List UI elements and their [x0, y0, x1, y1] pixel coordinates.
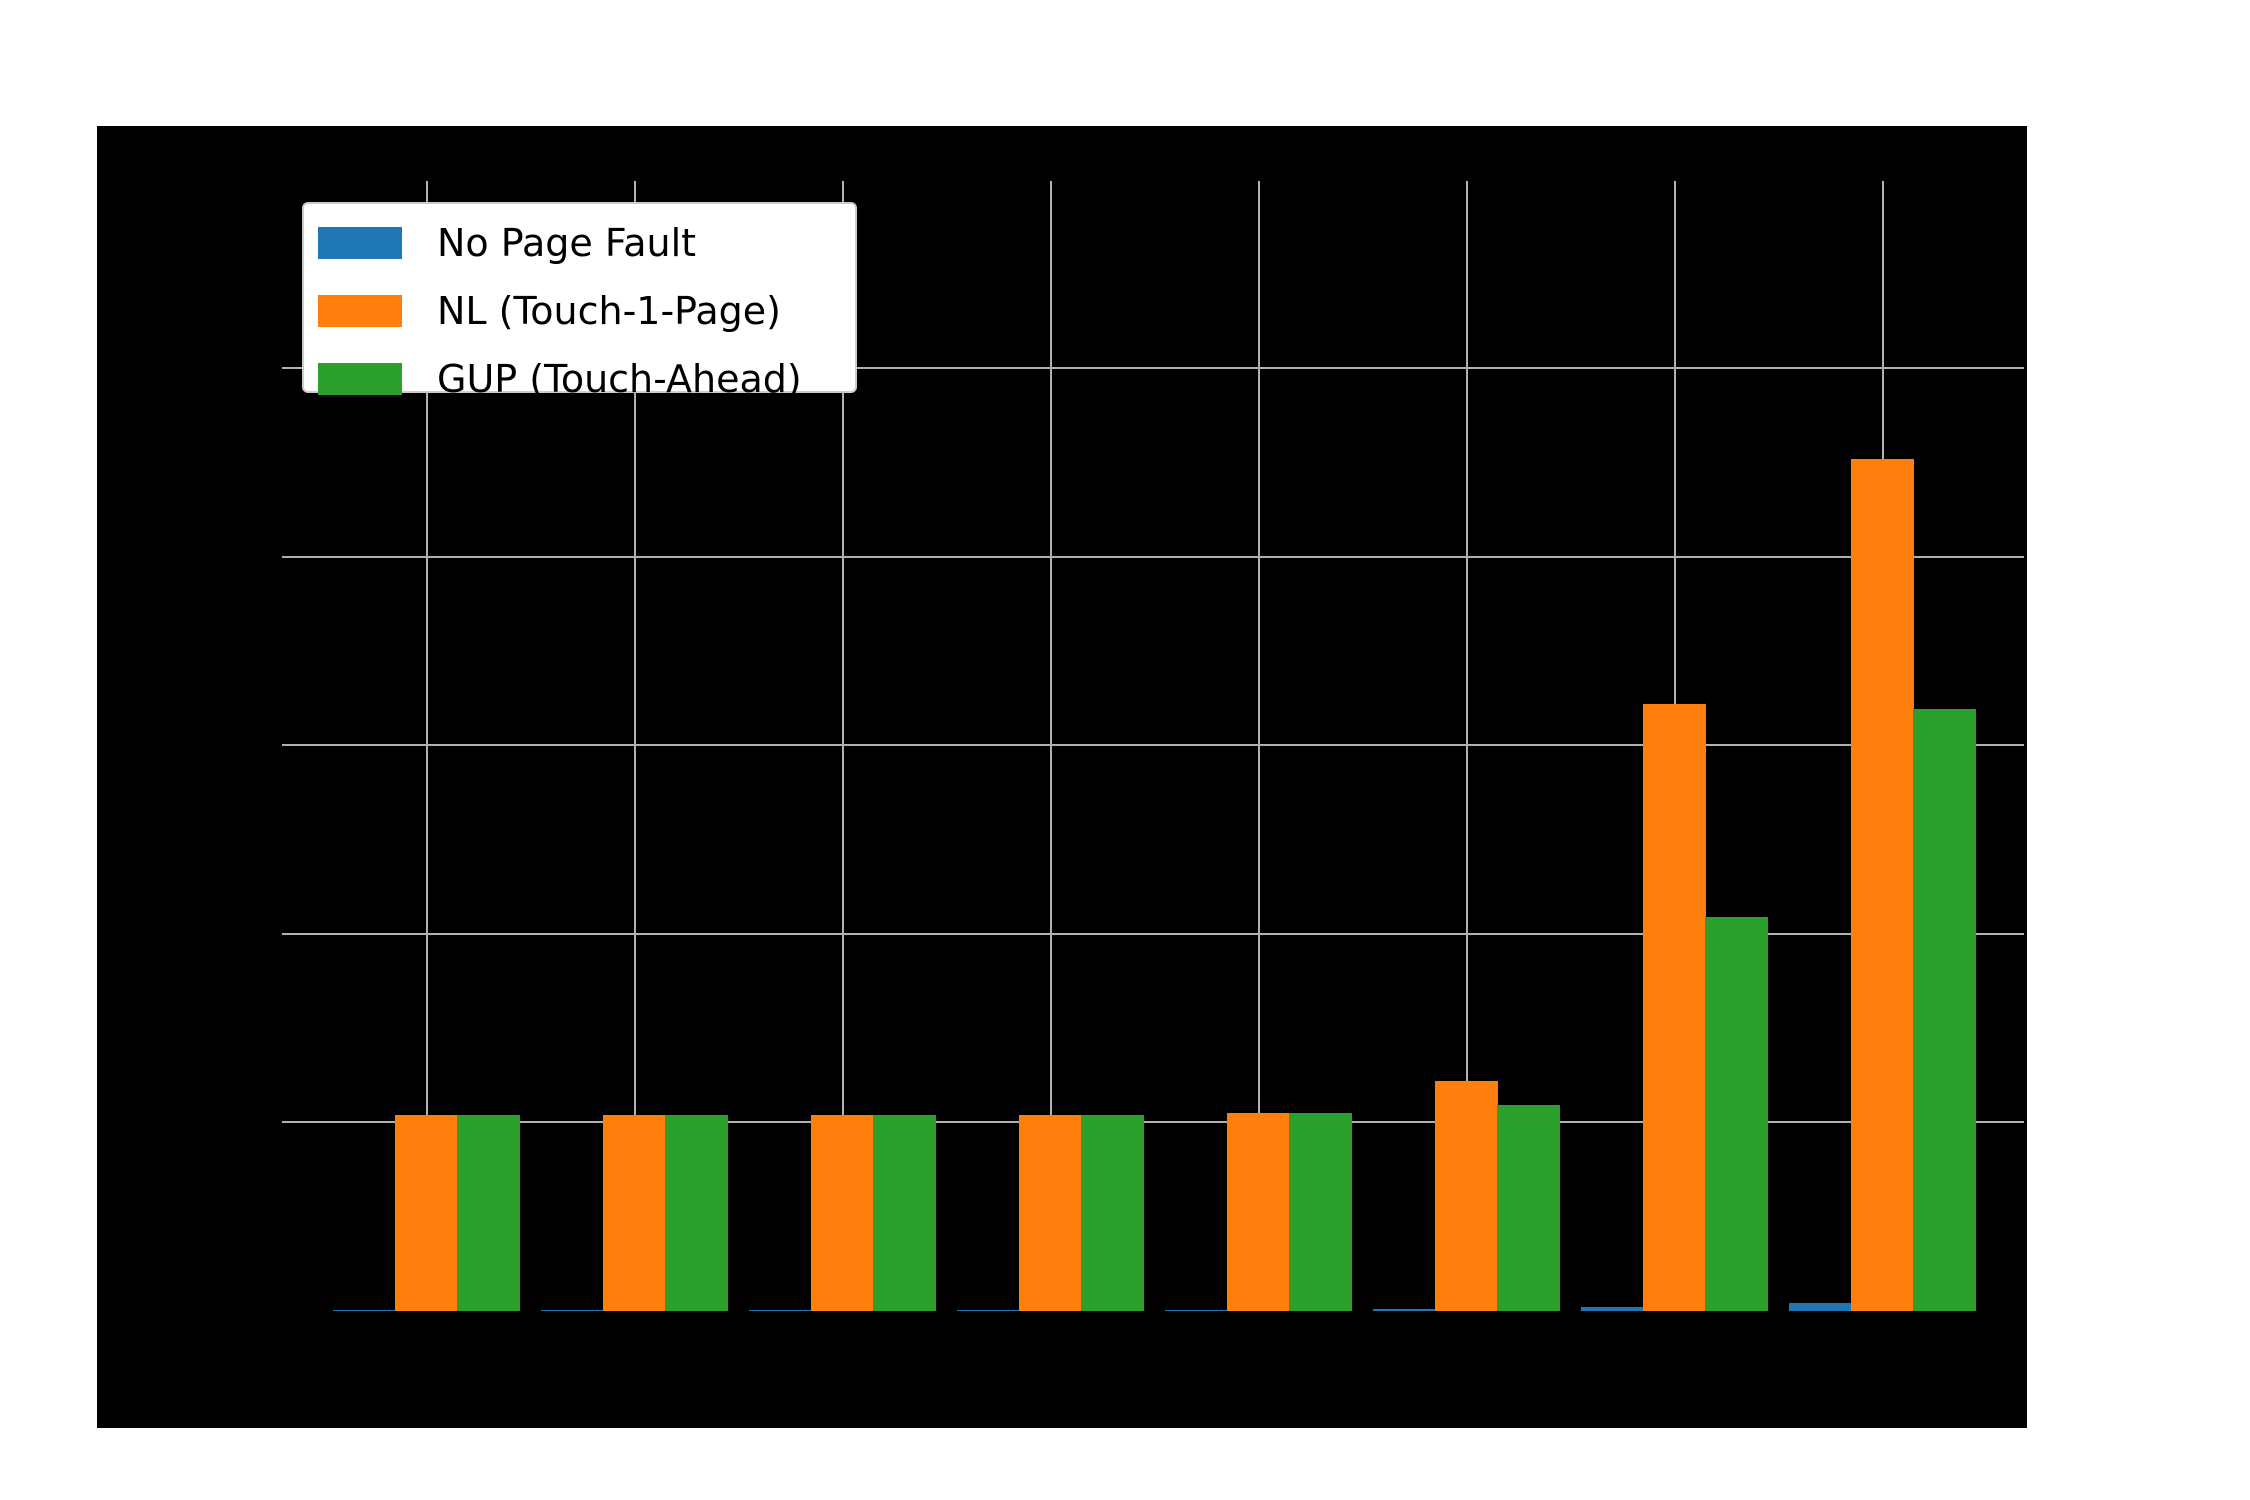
y-gridline	[282, 555, 2024, 558]
bar-no-page-fault	[1581, 1307, 1644, 1311]
bar-gup-touch-ahead	[665, 1114, 728, 1311]
bar-no-page-fault	[333, 1310, 396, 1311]
bar-gup-touch-ahead	[1289, 1112, 1352, 1311]
legend-item-nl-touch-1-page: NL (Touch-1-Page)	[318, 291, 781, 331]
bar-nl-touch-1-page	[395, 1114, 458, 1311]
bar-gup-touch-ahead	[457, 1114, 520, 1311]
bar-gup-touch-ahead	[1913, 709, 1976, 1311]
legend-label: NL (Touch-1-Page)	[437, 289, 781, 333]
bar-nl-touch-1-page	[1435, 1080, 1498, 1311]
legend-item-no-page-fault: No Page Fault	[318, 223, 696, 263]
legend-label: No Page Fault	[437, 221, 697, 265]
x-gridline	[842, 181, 844, 1311]
x-gridline	[426, 181, 428, 1311]
legend-swatch-orange	[318, 295, 402, 327]
bar-gup-touch-ahead	[1081, 1114, 1144, 1311]
legend-swatch-blue	[318, 227, 402, 259]
bar-nl-touch-1-page	[603, 1114, 666, 1311]
y-gridline	[282, 367, 2024, 369]
x-gridline	[634, 181, 636, 1311]
legend-swatch-green	[318, 363, 402, 395]
y-gridline	[282, 744, 2024, 747]
y-gridline	[282, 932, 2024, 935]
legend: No Page Fault NL (Touch-1-Page) GUP (Tou…	[302, 202, 857, 399]
x-gridline	[1466, 181, 1468, 1311]
bar-gup-touch-ahead	[873, 1114, 936, 1311]
plot-area	[282, 181, 2024, 1311]
y-gridline	[282, 1121, 2024, 1124]
bar-nl-touch-1-page	[1019, 1114, 1082, 1311]
bar-gup-touch-ahead	[1497, 1105, 1560, 1311]
x-gridline	[1050, 181, 1052, 1311]
legend-item-gup-touch-ahead: GUP (Touch-Ahead)	[318, 359, 802, 399]
bar-gup-touch-ahead	[1705, 916, 1768, 1311]
bar-no-page-fault	[1789, 1303, 1852, 1311]
bar-no-page-fault	[541, 1310, 604, 1311]
bar-no-page-fault	[957, 1310, 1020, 1311]
legend-label: GUP (Touch-Ahead)	[437, 357, 802, 401]
bar-nl-touch-1-page	[811, 1114, 874, 1311]
bar-no-page-fault	[749, 1310, 812, 1311]
bar-nl-touch-1-page	[1851, 458, 1914, 1311]
bar-no-page-fault	[1373, 1309, 1436, 1311]
bar-nl-touch-1-page	[1643, 703, 1706, 1311]
bar-nl-touch-1-page	[1227, 1112, 1290, 1311]
x-gridline	[1258, 181, 1260, 1311]
bar-no-page-fault	[1165, 1310, 1228, 1311]
